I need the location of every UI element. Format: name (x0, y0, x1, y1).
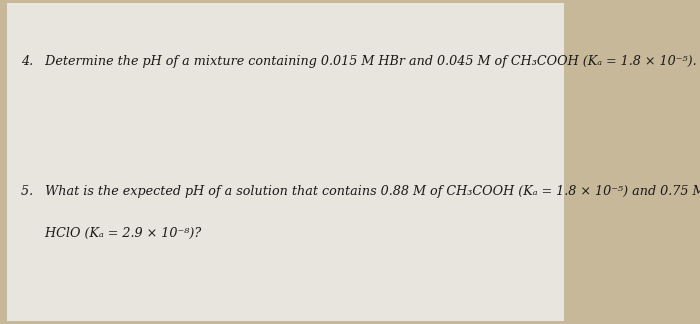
Text: HClO (Kₐ = 2.9 × 10⁻⁸)?: HClO (Kₐ = 2.9 × 10⁻⁸)? (21, 227, 202, 240)
Text: 4.   Determine the pH of a mixture containing 0.015 M HBr and 0.045 M of CH₃COOH: 4. Determine the pH of a mixture contain… (21, 55, 696, 68)
FancyBboxPatch shape (7, 3, 564, 321)
Text: 5.   What is the expected pH of a solution that contains 0.88 M of CH₃COOH (Kₐ =: 5. What is the expected pH of a solution… (21, 185, 700, 198)
